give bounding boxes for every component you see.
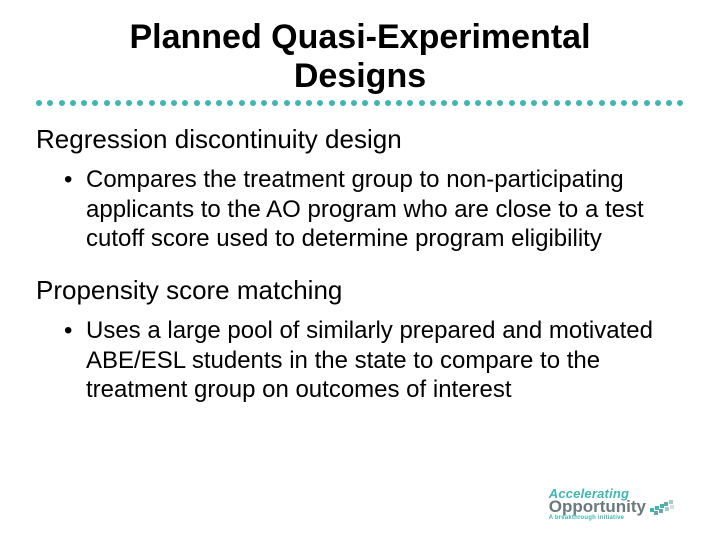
section-heading: Regression discontinuity design bbox=[36, 124, 684, 155]
bullet-list: Compares the treatment group to non-part… bbox=[64, 165, 684, 253]
bullet-list: Uses a large pool of similarly prepared … bbox=[64, 316, 684, 404]
logo-word-opportunity: Opportunity bbox=[549, 499, 646, 515]
dotted-divider bbox=[36, 100, 684, 106]
title-line-2: Designs bbox=[294, 57, 426, 95]
slide-title: Planned Quasi-Experimental Designs bbox=[36, 18, 684, 96]
logo-mark-icon bbox=[650, 494, 676, 516]
bullet-item: Compares the treatment group to non-part… bbox=[64, 165, 684, 253]
bullet-item: Uses a large pool of similarly prepared … bbox=[64, 316, 684, 404]
logo-tagline: A breakthrough initiative bbox=[549, 516, 646, 522]
brand-logo: Accelerating Opportunity A breakthrough … bbox=[549, 488, 676, 522]
title-line-1: Planned Quasi-Experimental bbox=[129, 18, 590, 56]
section-heading: Propensity score matching bbox=[36, 275, 684, 306]
logo-text: Accelerating Opportunity A breakthrough … bbox=[549, 488, 646, 522]
section-2: Propensity score matching Uses a large p… bbox=[36, 275, 684, 404]
section-1: Regression discontinuity design Compares… bbox=[36, 124, 684, 253]
slide: Planned Quasi-Experimental Designs Regre… bbox=[0, 0, 720, 540]
